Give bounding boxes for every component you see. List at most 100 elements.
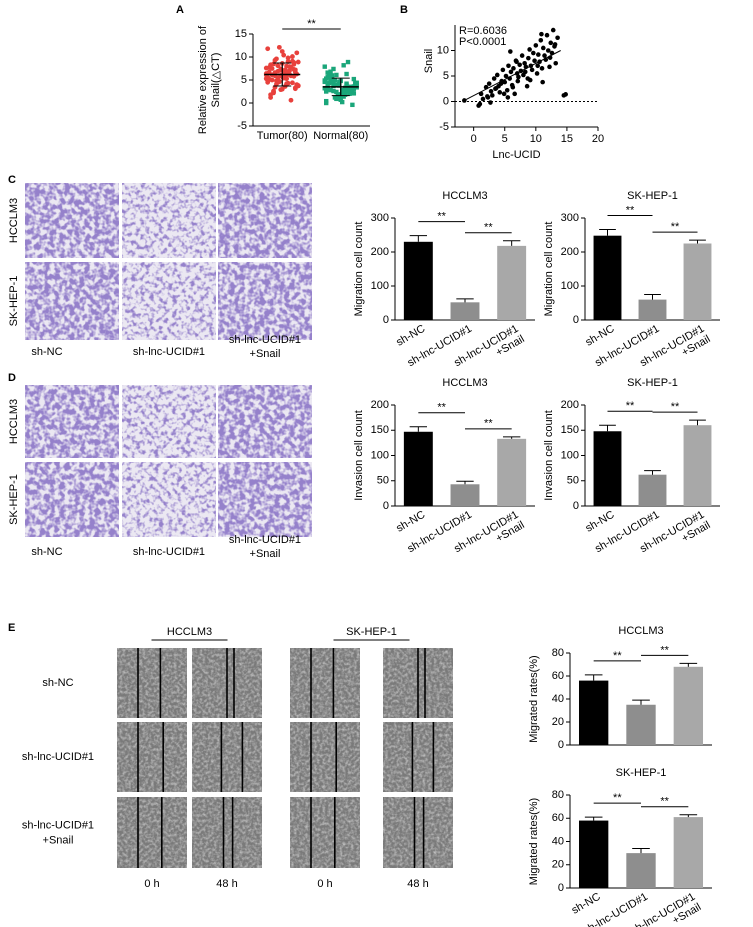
annotation: R=0.6036 <box>459 25 507 37</box>
data-point <box>331 88 336 94</box>
y-tick-label: 60 <box>552 670 564 682</box>
significance-label: ** <box>613 650 622 662</box>
bar <box>683 243 712 320</box>
panel-letter: A <box>176 4 184 16</box>
y-tick-label: 15 <box>235 28 247 40</box>
micrograph-stain <box>25 385 119 458</box>
y-tick-label: 5 <box>443 70 449 82</box>
micrograph-stain <box>122 462 216 537</box>
x-tick-label: Normal(80) <box>313 130 368 142</box>
data-point <box>290 80 295 86</box>
bar <box>497 245 527 320</box>
x-tick-label: 0 <box>471 133 477 145</box>
y-axis-label: Migration cell count <box>543 222 555 317</box>
row-label: sh-lnc-UCID#1 <box>22 751 94 763</box>
data-point <box>354 80 359 85</box>
data-point <box>501 91 507 97</box>
y-axis-label: Migrated rates(%) <box>528 798 540 885</box>
wound-texture <box>192 797 262 868</box>
data-point <box>285 55 291 61</box>
data-point <box>527 47 532 52</box>
y-tick-label: 100 <box>561 449 579 461</box>
y-tick-label: 100 <box>371 449 389 461</box>
y-tick-label: 60 <box>552 812 564 824</box>
column-label: sh-lnc-UCID#1 <box>133 546 205 558</box>
row-label: HCCLM3 <box>8 198 20 243</box>
data-point <box>342 90 348 96</box>
y-tick-label: 0 <box>573 314 579 326</box>
data-point <box>517 62 522 68</box>
bar <box>403 241 433 320</box>
group-label: HCCLM3 <box>167 626 212 638</box>
data-point <box>494 72 500 78</box>
x-tick-label: sh-NC <box>570 891 603 917</box>
wound-texture <box>117 648 187 718</box>
bar <box>673 817 704 888</box>
data-point <box>274 56 279 62</box>
row-label: HCCLM3 <box>8 399 20 444</box>
data-point <box>490 93 495 98</box>
significance-label: ** <box>613 792 622 804</box>
data-point <box>322 64 327 69</box>
y-tick-label: 200 <box>561 246 579 258</box>
data-point <box>351 76 357 82</box>
y-axis-label: Invasion cell count <box>353 410 365 501</box>
y-tick-label: 20 <box>552 859 564 871</box>
y-tick-label: 100 <box>371 280 389 292</box>
y-tick-label: 5 <box>241 74 247 86</box>
data-point <box>511 66 516 71</box>
data-point <box>539 31 544 37</box>
y-tick-label: -5 <box>237 120 247 132</box>
significance-label: ** <box>626 204 635 216</box>
significance-label: ** <box>660 644 669 656</box>
data-point <box>516 74 521 80</box>
row-label: sh-NC <box>42 677 73 689</box>
x-tick-label-group: sh-NC <box>570 891 603 917</box>
data-point <box>324 89 329 94</box>
x-tick-label-group: sh-NC <box>394 509 427 535</box>
trend-line <box>464 50 561 101</box>
y-tick-label: -5 <box>439 121 449 133</box>
x-tick-label-group: sh-NC <box>583 323 616 349</box>
y-tick-label: 50 <box>567 475 579 487</box>
y-axis-label: Migrated rates(%) <box>528 655 540 742</box>
data-point <box>344 83 349 88</box>
data-point <box>287 68 292 74</box>
wound-texture <box>383 797 453 868</box>
significance-label: ** <box>626 400 635 412</box>
significance-label: ** <box>484 222 493 234</box>
bar <box>497 438 527 506</box>
data-point <box>553 60 559 66</box>
data-point <box>290 54 295 59</box>
bar <box>683 425 712 506</box>
x-tick-label: sh-NC <box>583 323 616 349</box>
y-tick-label: 0 <box>558 882 564 894</box>
data-point <box>497 90 503 95</box>
data-point <box>341 63 346 68</box>
x-tick-label: 15 <box>561 133 573 145</box>
data-point <box>529 67 535 73</box>
data-point <box>538 38 544 43</box>
y-axis-label: Relative expression of <box>197 25 209 134</box>
data-point <box>325 87 330 92</box>
y-tick-label: 300 <box>561 212 579 224</box>
micrograph-stain <box>218 262 312 340</box>
data-point <box>344 71 349 77</box>
data-point <box>265 79 271 85</box>
data-point <box>505 95 511 100</box>
data-point <box>335 82 341 88</box>
data-point <box>279 49 285 54</box>
wound-texture <box>383 722 453 792</box>
bar <box>593 431 622 506</box>
data-point <box>282 67 288 73</box>
data-point <box>326 81 332 86</box>
wound-texture <box>192 722 262 792</box>
data-point <box>325 83 330 89</box>
y-tick-label: 200 <box>371 399 389 411</box>
annotation: P<0.0001 <box>459 36 506 48</box>
y-axis-label: Snail(△CT) <box>210 53 222 108</box>
significance-label: ** <box>307 18 316 30</box>
data-point <box>531 50 536 56</box>
y-tick-label: 40 <box>552 835 564 847</box>
time-label: 0 h <box>317 878 332 890</box>
